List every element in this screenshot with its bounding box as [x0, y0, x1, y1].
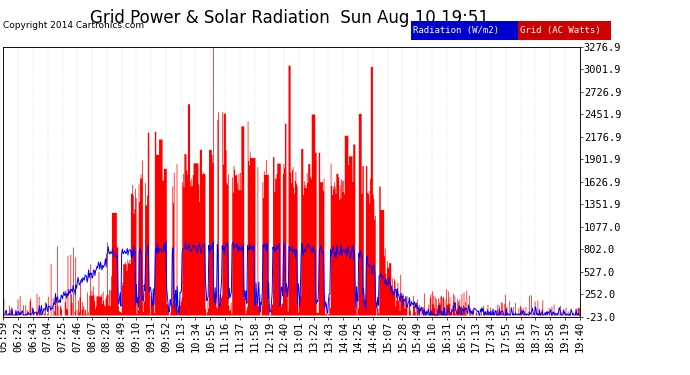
Text: Copyright 2014 Cartronics.com: Copyright 2014 Cartronics.com: [3, 21, 145, 30]
Text: Radiation (W/m2): Radiation (W/m2): [413, 26, 500, 35]
Text: Grid Power & Solar Radiation  Sun Aug 10 19:51: Grid Power & Solar Radiation Sun Aug 10 …: [90, 9, 489, 27]
Text: Grid (AC Watts): Grid (AC Watts): [520, 26, 601, 35]
